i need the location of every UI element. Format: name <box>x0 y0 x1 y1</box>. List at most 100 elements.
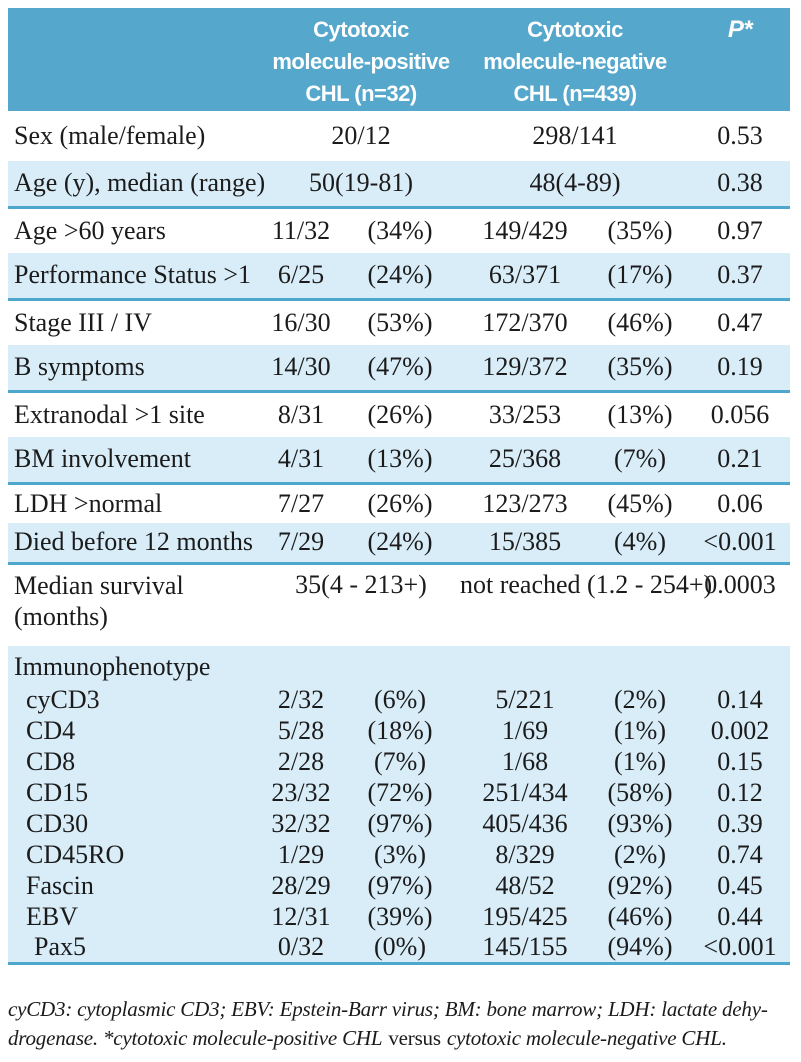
table-row: Age >60 years 11/32 (34%) 149/429 (35%) 0.97 <box>8 207 790 253</box>
percent-negative: (35%) <box>590 345 691 393</box>
header-row: Cytotoxic molecule-positive CHL (n=32) C… <box>8 8 791 111</box>
row-label: CD30 <box>8 808 262 839</box>
table-row: cyCD3 2/32 (6%) 5/221 (2%) 0.14 <box>8 684 791 715</box>
p-value: 0.74 <box>690 839 791 870</box>
count-positive: 6/25 <box>262 253 340 301</box>
footnote: cyCD3: cytoplasmic CD3; EBV: Epstein-Bar… <box>8 995 798 1053</box>
footnote-line2-post: cytotoxic molecule-negative CHL. <box>446 1026 727 1050</box>
header-col-pvalue: P* <box>690 8 791 111</box>
percent-negative: (17%) <box>590 253 691 301</box>
count-negative: 5/221 <box>460 684 590 715</box>
table-row: Immunophenotype <box>8 646 791 684</box>
value-positive: 50(19-81) <box>262 161 460 209</box>
count-negative: 63/371 <box>460 253 590 301</box>
count-positive: 14/30 <box>262 345 340 393</box>
percent-negative: (46%) <box>607 307 673 337</box>
percent-negative: (1%) <box>590 746 691 777</box>
spacer-cell <box>8 633 790 646</box>
percent-positive: (3%) <box>340 839 460 870</box>
count-positive: 1/29 <box>262 839 340 870</box>
row-label: cyCD3 <box>8 684 262 715</box>
count-positive: 5/28 <box>262 715 340 746</box>
percent-positive: (24%) <box>340 253 460 301</box>
row-label: Performance Status >1 <box>8 253 262 301</box>
table-row: Median survival (months) 35(4 - 213+) not … <box>8 563 790 633</box>
percent-positive: (34%) <box>367 215 433 245</box>
count-positive: 32/32 <box>262 808 340 839</box>
percent-positive: (26%) <box>367 399 433 429</box>
value-negative: 298/141 <box>532 121 618 150</box>
table-row: B symptoms 14/30 (47%) 129/372 (35%) 0.19 <box>8 345 791 393</box>
percent-positive: (6%) <box>340 684 460 715</box>
table-row: CD4 5/28 (18%) 1/69 (1%) 0.002 <box>8 715 791 746</box>
count-positive: 7/27 <box>277 488 325 518</box>
table-row: Pax5 0/32 (0%) 145/155 (94%) <0.001 <box>8 932 791 965</box>
value-positive: 20/12 <box>331 121 391 150</box>
percent-negative: (13%) <box>607 399 673 429</box>
table-row: EBV 12/31 (39%) 195/425 (46%) 0.44 <box>8 901 791 932</box>
percent-positive: (47%) <box>340 345 460 393</box>
percent-negative: (58%) <box>590 777 691 808</box>
row-label: CD45RO <box>8 839 262 870</box>
p-value: 0.0003 <box>704 569 776 599</box>
percent-positive: (26%) <box>367 488 433 518</box>
percent-negative: (46%) <box>590 901 691 932</box>
table-row: Performance Status >1 6/25 (24%) 63/371 (17%… <box>8 253 791 301</box>
percent-negative: (93%) <box>590 808 691 839</box>
count-negative: 123/273 <box>482 488 568 518</box>
percent-positive: (13%) <box>340 437 460 485</box>
row-label: Stage III / IV <box>14 307 152 337</box>
count-negative: 1/68 <box>460 746 590 777</box>
percent-negative: (45%) <box>607 488 673 518</box>
count-negative: 405/436 <box>460 808 590 839</box>
count-negative: 8/329 <box>460 839 590 870</box>
percent-positive: (18%) <box>340 715 460 746</box>
row-label: CD15 <box>8 777 262 808</box>
row-label: B symptoms <box>8 345 262 393</box>
count-negative: 195/425 <box>460 901 590 932</box>
row-label: EBV <box>8 901 262 932</box>
value-negative: not reached (1.2 - 254+) <box>460 569 713 599</box>
count-positive: 23/32 <box>262 777 340 808</box>
p-value: 0.14 <box>690 684 791 715</box>
spacer-row <box>8 633 790 646</box>
p-value: 0.12 <box>690 777 791 808</box>
table-row: Died before 12 months 7/29 (24%) 15/385 (4%)… <box>8 523 791 565</box>
row-label: Age >60 years <box>14 215 166 245</box>
count-negative: 172/370 <box>482 307 568 337</box>
table-row: Stage III / IV 16/30 (53%) 172/370 (46%) 0.47 <box>8 299 790 345</box>
value-positive: 35(4 - 213+) <box>295 569 427 599</box>
count-positive: 28/29 <box>262 870 340 901</box>
table-row: Extranodal >1 site 8/31 (26%) 33/253 (13%) 0.… <box>8 391 790 437</box>
percent-positive: (97%) <box>340 808 460 839</box>
p-value: 0.39 <box>690 808 791 839</box>
header-empty-cell <box>8 8 262 111</box>
row-label: BM involvement <box>8 437 262 485</box>
footnote-versus: versus <box>388 1026 441 1050</box>
p-value: 0.056 <box>710 399 770 429</box>
p-value: <0.001 <box>690 932 791 965</box>
table-row: CD8 2/28 (7%) 1/68 (1%) 0.15 <box>8 746 791 777</box>
p-value: 0.38 <box>690 161 791 209</box>
count-negative: 25/368 <box>460 437 590 485</box>
count-negative: 48/52 <box>460 870 590 901</box>
p-value: 0.47 <box>717 307 763 337</box>
count-positive: 2/32 <box>262 684 340 715</box>
footnote-line2-pre: drogenase. *cytotoxic molecule-positive … <box>8 1026 383 1050</box>
count-positive: 16/30 <box>271 307 331 337</box>
p-value: 0.06 <box>717 488 763 518</box>
count-negative: 15/385 <box>460 523 590 565</box>
percent-negative: (35%) <box>607 215 673 245</box>
count-negative: 251/434 <box>460 777 590 808</box>
row-label: Median survival (months) <box>14 570 184 631</box>
count-negative: 149/429 <box>482 215 568 245</box>
clinical-characteristics-table: Cytotoxic molecule-positive CHL (n=32) C… <box>8 8 791 965</box>
row-label: CD4 <box>8 715 262 746</box>
p-value: 0.19 <box>690 345 791 393</box>
p-value: 0.45 <box>690 870 791 901</box>
row-label: Sex (male/female) <box>14 121 206 150</box>
table-row: BM involvement 4/31 (13%) 25/368 (7%) 0.21 <box>8 437 791 485</box>
p-value: <0.001 <box>690 523 791 565</box>
p-value: 0.15 <box>690 746 791 777</box>
row-label: Died before 12 months <box>8 523 262 565</box>
